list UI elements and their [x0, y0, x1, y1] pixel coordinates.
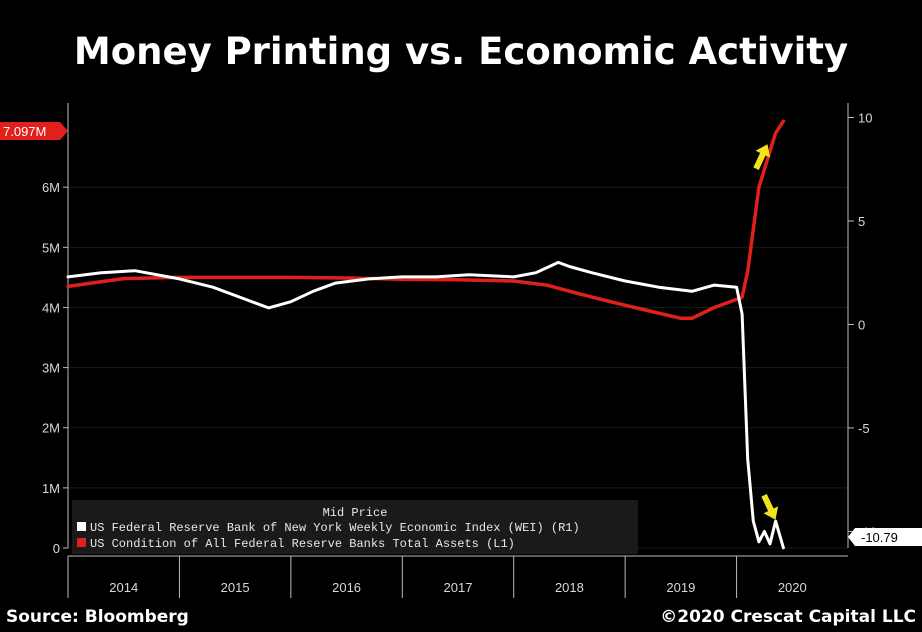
- series-group: [66, 119, 786, 550]
- x-tick-label: 2018: [555, 580, 584, 595]
- left-tick-label: 5M: [42, 240, 60, 255]
- x-tick-label: 2015: [221, 580, 250, 595]
- legend-swatch-assets: [77, 538, 86, 547]
- legend-entry-wei: US Federal Reserve Bank of New York Week…: [90, 521, 580, 535]
- x-tick-label: 2020: [778, 580, 807, 595]
- legend-header: Mid Price: [323, 506, 388, 520]
- up-arrow-icon: [753, 144, 771, 170]
- left-last-value-label: 7.097M: [3, 124, 46, 139]
- x-axis: 2014 2015 2016 2017 2018 2019 2020: [67, 555, 848, 598]
- legend-swatch-wei: [77, 522, 86, 531]
- x-tick-label: 2017: [444, 580, 473, 595]
- chart-title: Money Printing vs. Economic Activity: [74, 30, 848, 73]
- right-tick-label: 10: [858, 110, 872, 125]
- legend-entry-assets: US Condition of All Federal Reserve Bank…: [90, 537, 515, 551]
- left-tick-label: 4M: [42, 300, 60, 315]
- total-assets-line: [66, 119, 786, 321]
- right-last-value-tag: -10.79: [848, 528, 922, 546]
- left-tick-label: 6M: [42, 180, 60, 195]
- x-tick-label: 2019: [666, 580, 695, 595]
- left-last-value-tag-shape: [0, 122, 68, 140]
- right-tick-label: 0: [858, 317, 865, 332]
- legend: Mid Price US Federal Reserve Bank of New…: [72, 500, 638, 554]
- source-label: Source: Bloomberg: [6, 607, 189, 627]
- x-tick-label: 2016: [332, 580, 361, 595]
- x-tick-label: 2014: [109, 580, 138, 595]
- legend-box: [72, 500, 638, 554]
- right-last-value-label: -10.79: [861, 530, 898, 545]
- down-arrow-icon: [761, 494, 779, 520]
- left-tick-label: 0: [53, 541, 60, 556]
- right-tick-label: -5: [858, 421, 870, 436]
- copyright-label: ©2020 Crescat Capital LLC: [660, 607, 916, 627]
- left-tick-label: 3M: [42, 361, 60, 376]
- right-tick-label: 5: [858, 214, 865, 229]
- left-axis: 0 1M 2M 3M 4M 5M 6M: [42, 180, 68, 556]
- left-tick-label: 1M: [42, 481, 60, 496]
- right-last-value-tag-shape: [848, 528, 922, 546]
- left-tick-label: 2M: [42, 421, 60, 436]
- wei-line: [66, 260, 785, 550]
- left-last-value-tag: 7.097M: [0, 122, 68, 140]
